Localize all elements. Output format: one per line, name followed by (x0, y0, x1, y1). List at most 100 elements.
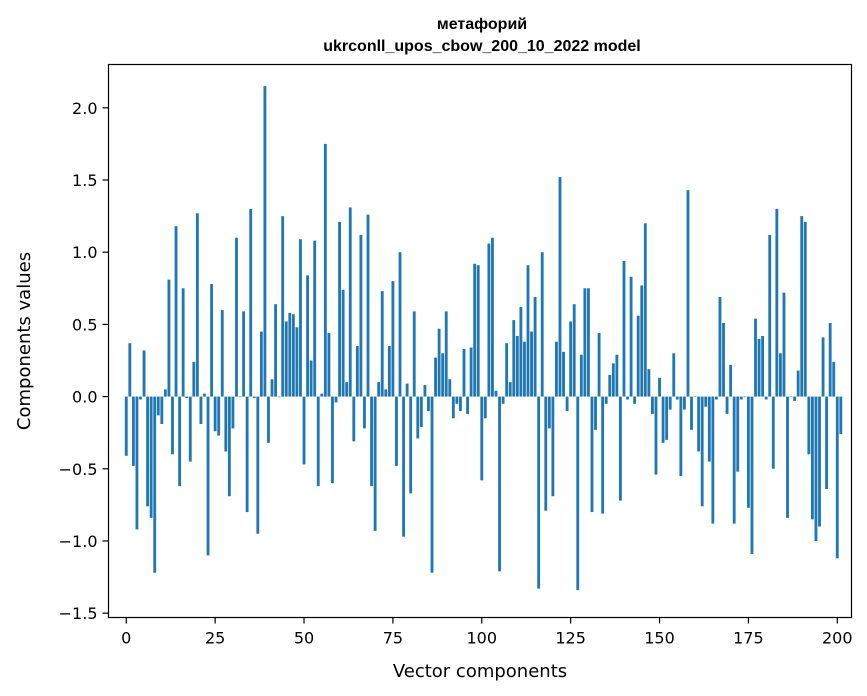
bar (704, 396, 708, 407)
bar (274, 304, 277, 397)
bar (181, 288, 185, 397)
bar (370, 396, 373, 487)
chart-subtitle: ukrconll_upos_cbow_200_10_2022 model (323, 38, 640, 55)
y-tick-label: 0.5 (72, 315, 97, 334)
bar (146, 396, 150, 507)
bar (693, 396, 697, 398)
bar (771, 396, 775, 469)
bar (810, 396, 814, 520)
bar (483, 396, 487, 419)
bar (171, 396, 174, 455)
bar (348, 207, 352, 397)
bar (526, 265, 530, 397)
bar (501, 396, 505, 404)
bar (263, 86, 267, 397)
bar (412, 311, 416, 397)
bar (494, 390, 498, 397)
bar (391, 281, 395, 397)
bar (203, 393, 206, 397)
bar (444, 311, 448, 397)
bar (803, 221, 807, 397)
bar (441, 353, 445, 397)
bar (252, 396, 256, 399)
bar (665, 396, 669, 440)
bar (380, 291, 384, 397)
bar (796, 370, 800, 397)
bar (544, 396, 548, 511)
x-tick-label: 100 (467, 629, 498, 648)
bar (707, 396, 711, 462)
bar (789, 396, 793, 398)
bar (764, 396, 768, 400)
bar (636, 315, 640, 397)
bar (754, 318, 757, 397)
y-axis-label: Components values (14, 252, 35, 430)
bar (590, 396, 594, 513)
bar (210, 283, 214, 397)
bar (345, 382, 349, 397)
bar (739, 396, 743, 400)
bar (334, 396, 338, 403)
bar (402, 396, 405, 537)
bar (249, 208, 253, 397)
bar (825, 396, 829, 489)
bar (288, 312, 292, 397)
bar (291, 314, 295, 397)
bar (686, 190, 690, 397)
x-axis-ticks: 0 25 50 75 100 125 150 175 200 (121, 617, 853, 648)
bar (597, 333, 601, 397)
x-tick-label: 175 (733, 629, 764, 648)
bar (178, 396, 182, 487)
bar (661, 396, 665, 443)
y-tick-label: −0.5 (59, 460, 98, 479)
bar (498, 396, 501, 572)
bar (587, 288, 590, 397)
bar (427, 396, 430, 412)
y-tick-label: 0.0 (72, 388, 97, 407)
bar (594, 396, 597, 430)
bar (793, 396, 797, 401)
bar (299, 239, 302, 397)
bar (316, 396, 320, 487)
bar (537, 396, 541, 589)
bar (540, 252, 544, 397)
bar (327, 333, 331, 397)
bar (832, 361, 836, 397)
bar (341, 289, 345, 397)
bar (224, 396, 228, 452)
bar (466, 396, 469, 414)
bar (277, 396, 281, 398)
bar (729, 364, 733, 397)
y-axis-ticks: −1.5 −1.0 −0.5 0.0 0.5 1.0 1.5 2.0 (59, 99, 109, 623)
bar (768, 234, 772, 397)
x-axis-label: Vector components (393, 661, 567, 682)
bar (732, 396, 736, 524)
bar (839, 396, 843, 435)
bar (306, 275, 309, 397)
x-tick-label: 200 (822, 629, 853, 648)
x-tick-label: 125 (555, 629, 586, 648)
bar (188, 396, 192, 462)
bar (746, 396, 750, 508)
bar (256, 396, 260, 534)
bar (227, 396, 231, 497)
bar (821, 337, 825, 397)
bar (448, 379, 452, 397)
bar (579, 354, 583, 397)
bar (551, 396, 555, 497)
bar (633, 396, 637, 404)
bar-series (124, 86, 843, 591)
bar (395, 396, 398, 466)
bar (615, 354, 619, 397)
bar (377, 382, 381, 397)
bar (519, 307, 523, 397)
bar (142, 350, 146, 397)
bar (828, 322, 832, 397)
plot-frame (107, 63, 853, 619)
bar (409, 396, 413, 494)
bar (437, 328, 441, 397)
bar (235, 237, 238, 397)
bar (643, 223, 647, 397)
bar (604, 396, 608, 404)
